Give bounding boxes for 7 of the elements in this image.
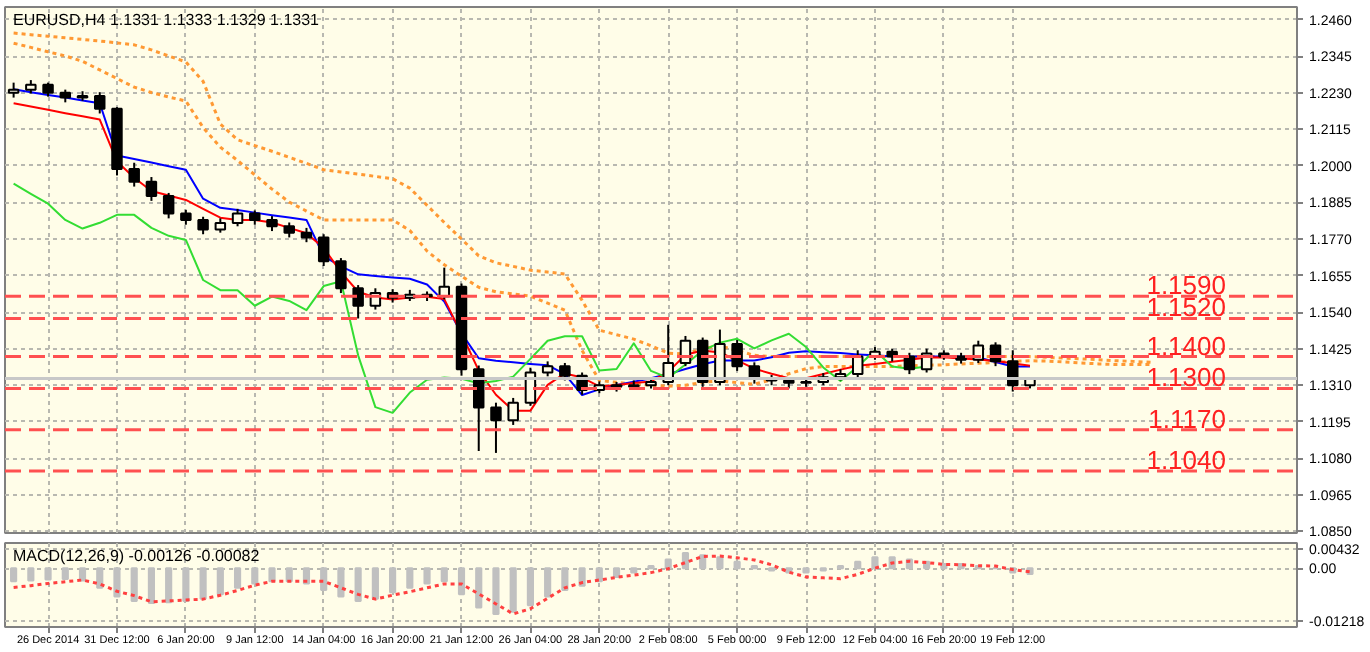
ref-line-label: 1.1040: [1146, 445, 1226, 476]
chart-title: MACD(12,26,9) -0.00126 -0.00082: [13, 547, 261, 565]
chart-title: EURUSD,H4 1.1331 1.1333 1.1329 1.1331: [13, 11, 321, 29]
ref-line-label: 1.1170: [1148, 403, 1226, 434]
ref-line-label: 1.1400: [1146, 330, 1226, 361]
ref-line-label: 1.1300: [1146, 362, 1226, 393]
ref-line-label: 1.1520: [1146, 292, 1226, 323]
